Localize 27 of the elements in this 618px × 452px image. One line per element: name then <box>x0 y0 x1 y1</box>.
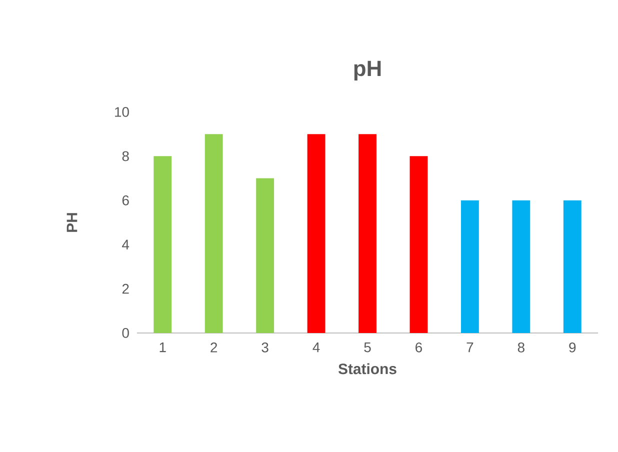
x-tick-label: 5 <box>364 342 371 352</box>
y-tick-label: 0 <box>122 328 129 338</box>
x-tick-label: 7 <box>466 342 474 352</box>
y-axis-title: PH <box>66 213 78 232</box>
x-tick-label: 8 <box>518 342 524 352</box>
bar <box>307 134 326 333</box>
bar <box>512 200 530 333</box>
bar <box>358 134 376 333</box>
y-tick-label: 4 <box>122 240 130 250</box>
x-tick-label: 1 <box>160 342 166 352</box>
y-tick-label: 6 <box>122 195 129 206</box>
x-tick-label: 4 <box>312 342 320 352</box>
x-axis-title: Stations <box>338 363 396 374</box>
y-tick-label: 8 <box>122 151 129 162</box>
bar <box>460 200 479 333</box>
bar <box>256 178 274 333</box>
x-tick-label: 3 <box>262 342 268 352</box>
bar <box>563 200 582 333</box>
chart-title: pH <box>354 60 381 80</box>
y-tick-label: 10 <box>115 107 129 117</box>
bar <box>410 156 428 333</box>
x-tick-label: 2 <box>210 342 218 352</box>
y-tick-label: 2 <box>122 284 129 294</box>
bar <box>154 156 172 333</box>
x-tick-label: 9 <box>569 342 576 352</box>
bar <box>204 134 223 333</box>
x-tick-label: 6 <box>416 342 422 352</box>
